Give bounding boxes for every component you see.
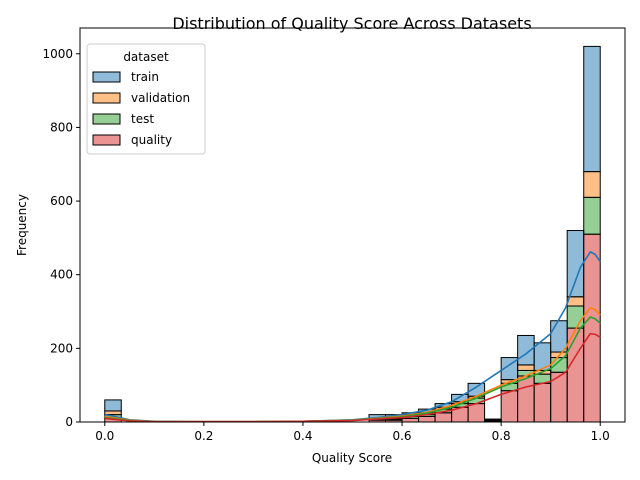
bar-test-14	[583, 196, 601, 235]
x-tick-label: 0.4	[293, 429, 312, 443]
bar-quality-9	[500, 390, 519, 423]
legend-title: dataset	[123, 50, 169, 64]
x-tick-label: 0.0	[95, 429, 114, 443]
legend-label-validation: validation	[131, 91, 190, 105]
bar-test-12	[550, 357, 568, 373]
plot-frame	[79, 27, 626, 423]
x-tick-label: 0.6	[392, 429, 411, 443]
y-tick-label: 0	[65, 415, 73, 429]
bar-train-13	[566, 230, 585, 298]
legend-swatch-quality	[92, 134, 121, 146]
bar-validation-10	[517, 364, 535, 371]
bar-quality-11	[533, 382, 552, 423]
y-tick-label: 1000	[42, 47, 73, 61]
legend-label-train: train	[131, 70, 159, 84]
legend-swatch-validation	[92, 92, 121, 104]
y-tick-label: 800	[50, 120, 73, 134]
x-tick-label: 0.2	[194, 429, 213, 443]
y-tick-label: 400	[50, 268, 73, 282]
legend-items: train validation test quality	[92, 70, 190, 147]
bar-quality-10	[517, 375, 535, 423]
bar-validation-14	[583, 171, 601, 198]
y-tick-label: 200	[50, 341, 73, 355]
legend-label-test: test	[131, 112, 154, 126]
bar-train-11	[533, 342, 552, 371]
bar-train-12	[550, 320, 568, 353]
y-axis: 0 200 400 600 800 1000	[42, 47, 80, 429]
bar-validation-0	[104, 410, 122, 416]
legend-swatch-train	[92, 71, 121, 83]
legend: dataset train validation test quality	[86, 43, 206, 155]
y-tick-label: 600	[50, 194, 73, 208]
chart-title: Distribution of Quality Score Across Dat…	[172, 14, 531, 33]
legend-label-quality: quality	[131, 133, 172, 147]
bar-quality-3	[401, 417, 420, 423]
x-axis-label: Quality Score	[312, 451, 392, 465]
y-axis-label: Frequency	[15, 194, 29, 256]
bar-quality-4	[418, 415, 436, 423]
legend-swatch-test	[92, 113, 121, 125]
bar-quality-14	[583, 233, 601, 423]
bar-train-8	[484, 418, 502, 421]
bar-quality-5	[434, 412, 453, 423]
bar-train-14	[583, 45, 601, 173]
x-tick-label: 0.8	[492, 429, 511, 443]
bar-train-0	[104, 399, 122, 412]
bar-quality-7	[467, 403, 486, 423]
x-tick-label: 1.0	[591, 429, 610, 443]
x-axis: 0.0 0.2 0.4 0.6 0.8 1.0	[95, 422, 610, 443]
bar-test-13	[566, 305, 585, 329]
